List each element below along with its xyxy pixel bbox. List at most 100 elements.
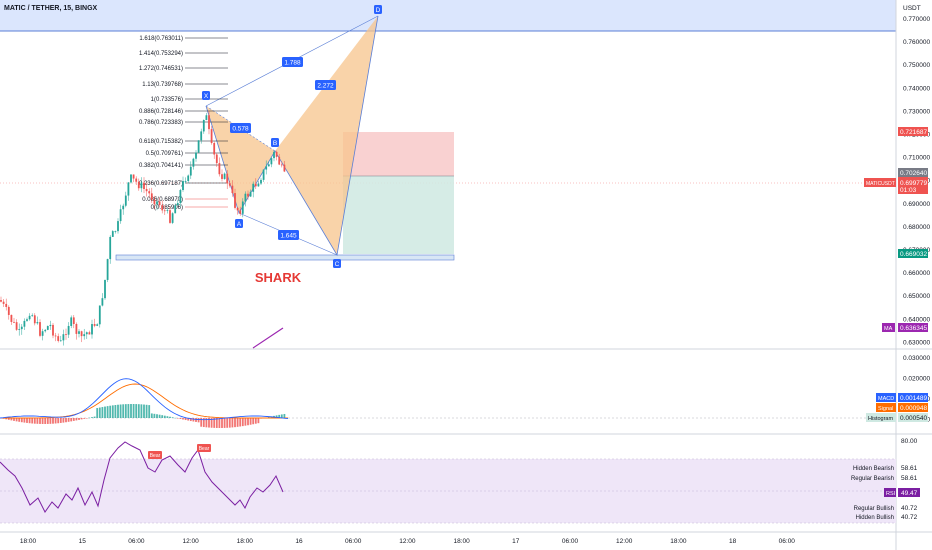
candle-body [197,140,200,153]
svg-text:X: X [204,93,209,100]
macd-hist-bar [20,418,23,423]
stop-price-tag: 0.721687 [898,127,928,136]
candle-body [106,259,109,280]
candle-body [62,334,65,341]
candle-body [267,164,270,167]
macd-hist-bar [176,418,179,419]
candle-body [67,325,70,335]
price-tick: 0.690000 [903,201,930,208]
price-tick: 0.740000 [903,85,930,92]
macd-hist-bar [10,418,13,421]
macd-hist-bar [218,418,221,428]
candle-body [80,331,83,337]
macd-hist-bar [7,418,10,420]
macd-line [0,378,289,421]
macd-hist-bar [54,418,57,424]
candle-body [210,129,213,144]
candle-body [93,324,96,326]
svg-text:0.721687: 0.721687 [900,129,927,136]
ma-line [252,327,284,349]
candle-body [5,303,8,307]
macd-hist-bar [228,418,231,428]
candle-body [65,334,67,336]
currency-label: USDT [903,5,921,12]
macd-hist-bar [236,418,239,427]
macd-hist-bar [169,416,171,418]
svg-text:MATICUSDT: MATICUSDT [866,181,895,187]
rsi-pane [0,441,284,513]
candle-body [143,182,145,189]
macd-hist-bar [254,418,257,424]
time-axis[interactable]: 18:00 15 06:00 12:00 18:00 16 06:00 12:00 18:00 1… [20,538,795,545]
svg-text:MACD: MACD [878,396,894,402]
candle-body [96,324,99,326]
candle-body [85,332,88,335]
point-a[interactable]: A [235,219,243,228]
macd-hist-bar [174,417,177,419]
candle-body [202,120,205,132]
candle-body [158,201,161,206]
svg-text:D: D [376,7,381,14]
macd-hist-bar [49,418,52,424]
macd-hist-bar [223,418,226,428]
candles [0,110,286,346]
macd-hist-bar [39,418,41,424]
pattern-triangle-bcd [275,16,378,255]
candle-body [114,231,117,232]
macd-hist-bar [93,416,96,418]
macd-hist-bar [114,405,117,418]
time-tick: 18:00 [453,538,470,545]
point-b[interactable]: B [271,138,279,147]
macd-hist-bar [88,417,91,419]
macd-hist-bar [166,416,169,418]
candle-body [145,188,148,192]
time-tick: 16 [295,538,303,545]
svg-text:0.578: 0.578 [232,126,249,133]
candle-body [72,317,75,324]
svg-text:1.788: 1.788 [284,60,301,67]
macd-hist-bar [150,413,153,418]
point-x[interactable]: X [202,91,210,100]
macd-hist-bar [62,418,65,423]
svg-text:2.272: 2.272 [317,83,334,90]
macd-hist-bar [96,408,99,418]
candle-body [234,193,236,208]
candle-body [241,201,244,214]
point-d[interactable]: D [374,5,382,14]
time-tick: 18 [729,538,737,545]
rsi-regular-bearish-label: Regular Bearish [851,476,894,482]
candle-body [83,334,86,337]
candle-body [75,323,78,334]
macd-hist-bar [15,418,18,422]
candle-body [39,322,41,336]
support-zone [115,254,455,261]
macd-hist-bar [158,414,161,418]
macd-hist-bar [23,418,26,423]
time-tick: 06:00 [128,538,145,545]
last-price-tag: 0.699779 01:03 [898,177,928,194]
point-c[interactable]: C [333,259,341,268]
candle-body [189,166,192,176]
pattern-name: SHARK [255,270,302,285]
macd-hist-bar [247,418,249,426]
rsi-hidden-bullish-value: 40.72 [901,514,918,521]
entry-price-tag: 0.702640 [898,168,928,177]
rsi-hidden-bullish-label: Hidden Bullish [856,515,894,521]
rsi-tick-80: 80.00 [901,438,918,445]
macd-hist-bar [122,404,125,418]
candle-body [270,158,273,165]
candle-body [36,322,39,324]
fib-label: 0(0.685906) [151,205,183,211]
candle-body [228,183,231,186]
macd-hist-bar [171,417,174,418]
time-tick: 06:00 [345,538,362,545]
macd-hist-bar [101,407,104,418]
macd-hist-bar [132,404,135,418]
svg-text:C: C [335,261,340,268]
candle-body [257,183,260,187]
macd-hist-bar [283,413,286,418]
macd-hist-bar [70,418,73,422]
candle-body [184,180,187,182]
price-tick: 0.660000 [903,270,930,277]
